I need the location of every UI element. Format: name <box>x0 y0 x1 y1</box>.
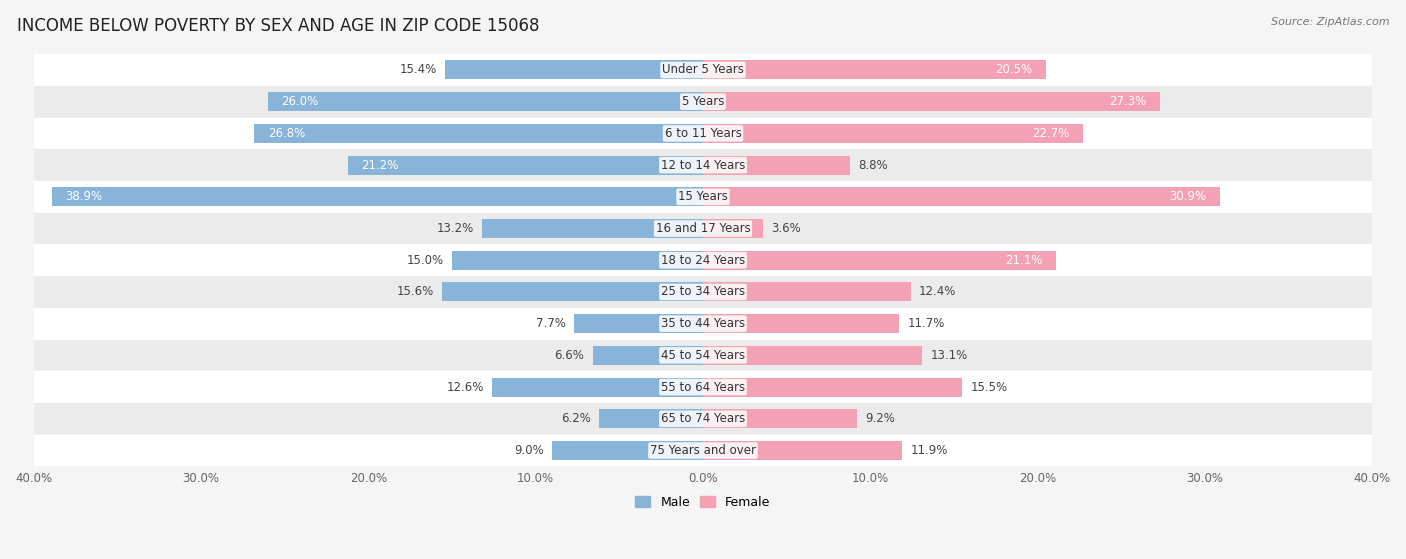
Bar <box>703 346 922 365</box>
Bar <box>703 314 898 333</box>
Text: 12.4%: 12.4% <box>920 286 956 299</box>
Text: Source: ZipAtlas.com: Source: ZipAtlas.com <box>1271 17 1389 27</box>
Text: 5 Years: 5 Years <box>682 95 724 108</box>
Text: 6.6%: 6.6% <box>554 349 583 362</box>
Text: 21.1%: 21.1% <box>1005 254 1043 267</box>
Text: 16 and 17 Years: 16 and 17 Years <box>655 222 751 235</box>
Bar <box>703 377 963 396</box>
Text: 38.9%: 38.9% <box>65 190 103 203</box>
Text: 3.6%: 3.6% <box>772 222 801 235</box>
Bar <box>34 276 1372 308</box>
Bar <box>492 377 703 396</box>
Bar <box>52 187 703 206</box>
Text: 6 to 11 Years: 6 to 11 Years <box>665 127 741 140</box>
Text: 7.7%: 7.7% <box>536 317 565 330</box>
Bar <box>34 212 1372 244</box>
Text: 15.4%: 15.4% <box>399 64 437 77</box>
Bar <box>34 339 1372 371</box>
Bar <box>34 149 1372 181</box>
Bar <box>34 117 1372 149</box>
Bar <box>592 346 703 365</box>
Text: 20.5%: 20.5% <box>995 64 1032 77</box>
Text: 26.8%: 26.8% <box>269 127 305 140</box>
Text: 13.2%: 13.2% <box>436 222 474 235</box>
Text: 26.0%: 26.0% <box>281 95 319 108</box>
Text: 12 to 14 Years: 12 to 14 Years <box>661 159 745 172</box>
Text: 9.2%: 9.2% <box>865 413 896 425</box>
Legend: Male, Female: Male, Female <box>630 491 776 514</box>
Bar <box>482 219 703 238</box>
Bar <box>451 251 703 270</box>
Text: 13.1%: 13.1% <box>931 349 967 362</box>
Text: 11.7%: 11.7% <box>907 317 945 330</box>
Bar <box>703 251 1056 270</box>
Text: 45 to 54 Years: 45 to 54 Years <box>661 349 745 362</box>
Text: 18 to 24 Years: 18 to 24 Years <box>661 254 745 267</box>
Bar <box>703 60 1046 79</box>
Text: 22.7%: 22.7% <box>1032 127 1070 140</box>
Text: 65 to 74 Years: 65 to 74 Years <box>661 413 745 425</box>
Bar <box>34 308 1372 339</box>
Bar <box>269 92 703 111</box>
Bar <box>553 441 703 460</box>
Bar <box>34 435 1372 466</box>
Bar <box>441 282 703 301</box>
Text: 11.9%: 11.9% <box>911 444 948 457</box>
Text: Under 5 Years: Under 5 Years <box>662 64 744 77</box>
Bar <box>34 244 1372 276</box>
Text: 12.6%: 12.6% <box>446 381 484 394</box>
Bar <box>703 409 858 428</box>
Text: 27.3%: 27.3% <box>1109 95 1146 108</box>
Bar <box>34 403 1372 435</box>
Bar <box>34 86 1372 117</box>
Text: 25 to 34 Years: 25 to 34 Years <box>661 286 745 299</box>
Text: 15.6%: 15.6% <box>396 286 433 299</box>
Bar <box>349 155 703 174</box>
Text: 30.9%: 30.9% <box>1170 190 1206 203</box>
Text: 35 to 44 Years: 35 to 44 Years <box>661 317 745 330</box>
Bar <box>574 314 703 333</box>
Bar <box>34 181 1372 212</box>
Text: 55 to 64 Years: 55 to 64 Years <box>661 381 745 394</box>
Text: 9.0%: 9.0% <box>515 444 544 457</box>
Text: 75 Years and over: 75 Years and over <box>650 444 756 457</box>
Bar <box>34 54 1372 86</box>
Bar <box>703 124 1083 143</box>
Bar <box>703 92 1160 111</box>
Text: 15.5%: 15.5% <box>970 381 1008 394</box>
Bar <box>703 282 911 301</box>
Text: 21.2%: 21.2% <box>361 159 399 172</box>
Text: 15 Years: 15 Years <box>678 190 728 203</box>
Bar <box>599 409 703 428</box>
Text: 15.0%: 15.0% <box>406 254 443 267</box>
Bar <box>703 441 903 460</box>
Bar <box>703 187 1220 206</box>
Text: 8.8%: 8.8% <box>859 159 889 172</box>
Bar <box>703 155 851 174</box>
Bar <box>254 124 703 143</box>
Bar <box>446 60 703 79</box>
Bar <box>703 219 763 238</box>
Text: 6.2%: 6.2% <box>561 413 591 425</box>
Text: INCOME BELOW POVERTY BY SEX AND AGE IN ZIP CODE 15068: INCOME BELOW POVERTY BY SEX AND AGE IN Z… <box>17 17 540 35</box>
Bar <box>34 371 1372 403</box>
